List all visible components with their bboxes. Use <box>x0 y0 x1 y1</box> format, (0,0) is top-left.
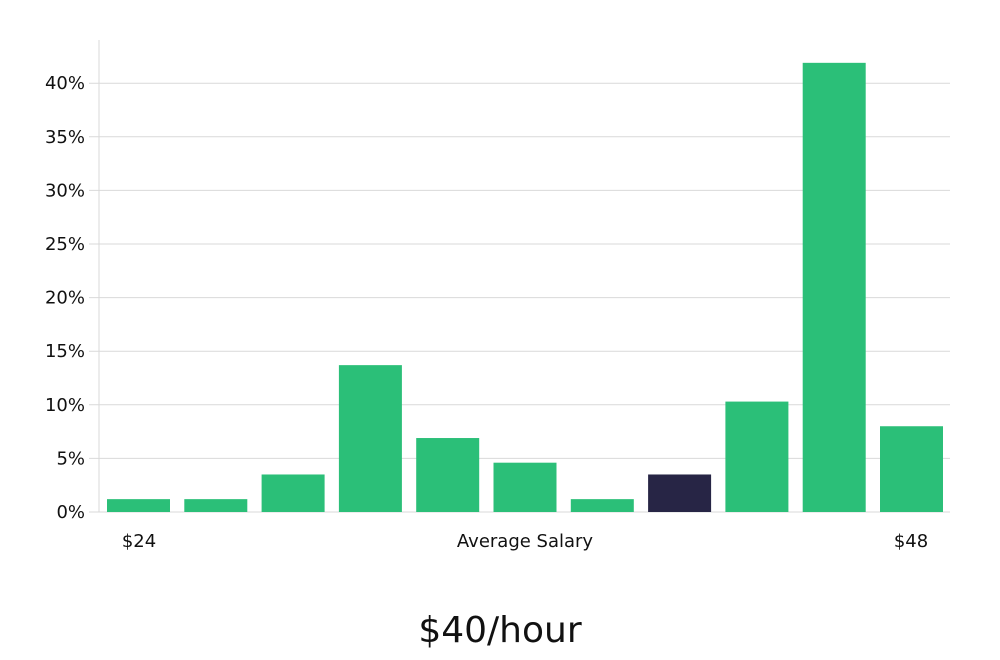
salary-distribution-chart: 0% 5% 10% 15% 20% 25% 30% 35% 40% $24 Average Sa… <box>45 40 950 552</box>
bar <box>570 499 634 512</box>
x-start-label: $24 <box>122 531 156 552</box>
x-end-label: $48 <box>894 531 928 552</box>
y-tick-label: 10% <box>45 395 85 416</box>
bars <box>107 62 943 512</box>
y-tick-label: 40% <box>45 73 85 94</box>
bar <box>416 438 480 512</box>
bar <box>880 426 943 512</box>
y-tick-label: 20% <box>45 288 85 309</box>
y-tick-label: 0% <box>56 502 85 523</box>
y-tick-label: 15% <box>45 341 85 362</box>
y-tick-label: 5% <box>56 448 85 469</box>
bar <box>107 499 170 512</box>
bar <box>725 401 789 512</box>
y-axis-ticks: 0% 5% 10% 15% 20% 25% 30% 35% 40% <box>45 73 85 523</box>
y-tick-label: 25% <box>45 234 85 255</box>
salary-headline: $40/hour <box>418 610 582 651</box>
y-tick-label: 35% <box>45 127 85 148</box>
gridlines <box>89 82 950 513</box>
bar <box>493 462 557 512</box>
bar <box>184 499 248 512</box>
y-tick-label: 30% <box>45 180 85 201</box>
bar <box>261 474 325 512</box>
x-axis-label: Average Salary <box>457 531 594 552</box>
bar <box>802 62 866 512</box>
bar-highlighted <box>648 474 712 512</box>
bar <box>338 365 402 512</box>
